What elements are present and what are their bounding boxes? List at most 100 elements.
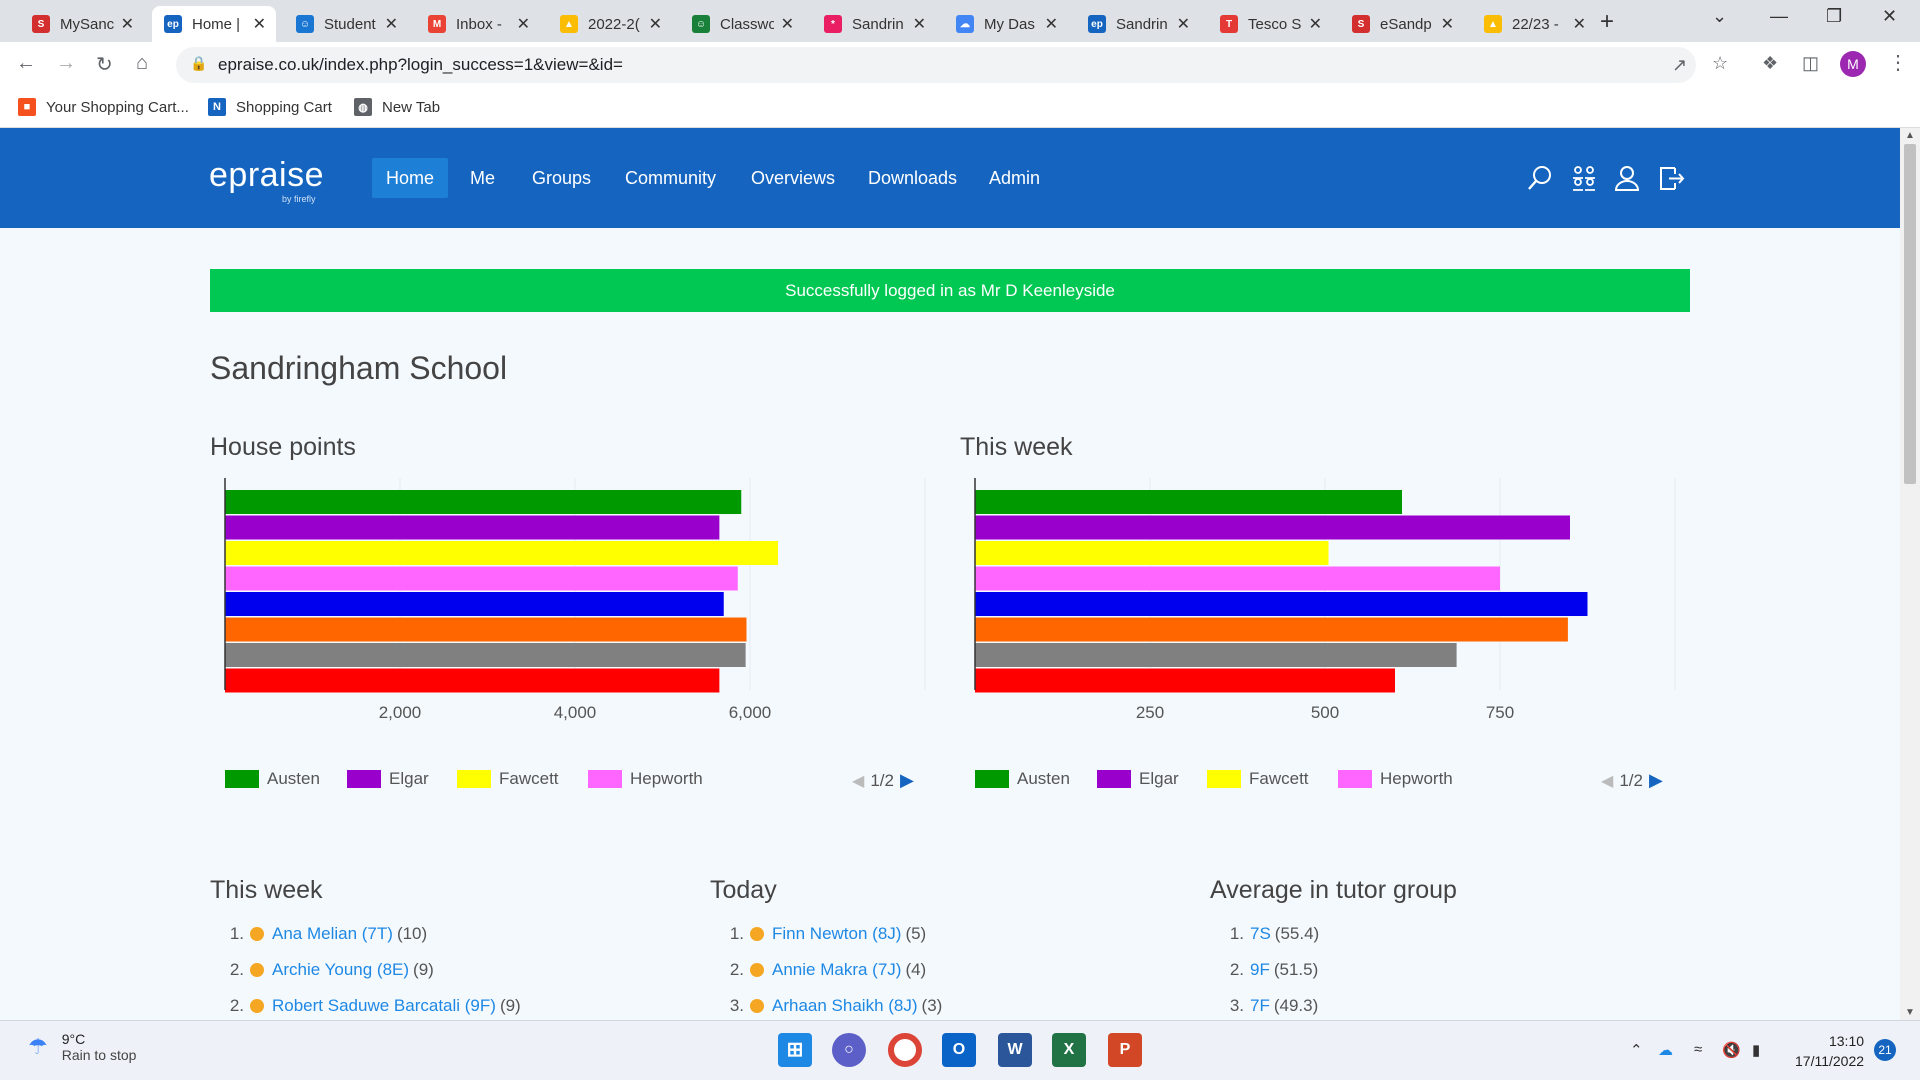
legend-item[interactable]: Hepworth: [1338, 769, 1453, 789]
browser-tab[interactable]: ☺ Student ✕: [284, 6, 408, 42]
bar[interactable]: [975, 541, 1329, 565]
bar[interactable]: [975, 490, 1402, 514]
legend-item[interactable]: Austen: [975, 769, 1070, 789]
battery-icon[interactable]: ▮: [1752, 1042, 1761, 1059]
nav-admin[interactable]: Admin: [989, 168, 1041, 188]
onedrive-icon[interactable]: ☁: [1658, 1042, 1673, 1059]
leaderboard-name-link[interactable]: 7F: [1250, 996, 1270, 1015]
legend-item[interactable]: Elgar: [347, 769, 429, 789]
tab-close-icon[interactable]: ✕: [648, 16, 662, 33]
bookmark-item[interactable]: ◍ New Tab: [354, 98, 440, 116]
nav-downloads[interactable]: Downloads: [868, 168, 958, 188]
nav-home[interactable]: Home: [372, 158, 449, 198]
leaderboard-name-link[interactable]: Robert Saduwe Barcatali (9F): [272, 996, 496, 1015]
volume-muted-icon[interactable]: 🔇: [1722, 1042, 1741, 1059]
browser-tab[interactable]: M Inbox - ✕: [416, 6, 540, 42]
tab-close-icon[interactable]: ✕: [1572, 16, 1586, 33]
home-icon[interactable]: ⌂: [136, 52, 149, 74]
bar[interactable]: [975, 592, 1588, 616]
search-icon[interactable]: [1526, 164, 1554, 192]
tab-close-icon[interactable]: ✕: [780, 16, 794, 33]
leaderboard-name-link[interactable]: 7S: [1250, 924, 1271, 943]
page-scrollbar[interactable]: ▲ ▼: [1900, 128, 1920, 1020]
leaderboard-name-link[interactable]: 9F: [1250, 960, 1270, 979]
nav-groups[interactable]: Groups: [532, 168, 592, 188]
start-menu-icon[interactable]: ⊞: [778, 1033, 812, 1067]
nav-overviews[interactable]: Overviews: [751, 168, 836, 188]
system-clock[interactable]: 13:10 17/11/2022: [1795, 1031, 1864, 1071]
teams-chat-icon[interactable]: ○: [832, 1033, 866, 1067]
bar[interactable]: [975, 566, 1500, 591]
tab-search-chevron-icon[interactable]: ⌄: [1712, 6, 1728, 26]
word-icon[interactable]: W: [998, 1033, 1032, 1067]
minimize-icon[interactable]: —: [1770, 6, 1788, 26]
epraise-logo[interactable]: epraise: [209, 156, 325, 194]
back-arrow-icon[interactable]: ←: [16, 52, 36, 74]
powerpoint-icon[interactable]: P: [1108, 1033, 1142, 1067]
bar[interactable]: [225, 668, 720, 693]
bar[interactable]: [975, 515, 1570, 540]
scroll-up-icon[interactable]: ▲: [1905, 130, 1915, 141]
lock-icon[interactable]: 🔒: [190, 55, 208, 71]
browser-tab[interactable]: S MySanc ✕: [20, 6, 144, 42]
legend-item[interactable]: Austen: [225, 769, 320, 789]
tab-close-icon[interactable]: ✕: [1176, 16, 1190, 33]
browser-tab[interactable]: ep Sandrin ✕: [1076, 6, 1200, 42]
browser-tab[interactable]: ☺ Classwo ✕: [680, 6, 804, 42]
wifi-icon[interactable]: ≈: [1694, 1041, 1703, 1058]
browser-tab[interactable]: ep Home | ✕: [152, 6, 276, 42]
tab-close-icon[interactable]: ✕: [252, 16, 266, 33]
browser-tab[interactable]: * Sandrin ✕: [812, 6, 936, 42]
tab-close-icon[interactable]: ✕: [1440, 16, 1454, 33]
leaderboard-name-link[interactable]: Archie Young (8E): [272, 960, 410, 979]
legend-item[interactable]: Hepworth: [588, 769, 703, 789]
user-icon[interactable]: [1613, 164, 1641, 192]
menu-kebab-icon[interactable]: ⋮: [1888, 52, 1908, 74]
tab-close-icon[interactable]: ✕: [912, 16, 926, 33]
bar[interactable]: [225, 541, 778, 565]
browser-tab[interactable]: ▲ 22/23 - ✕: [1472, 6, 1596, 42]
excel-icon[interactable]: X: [1052, 1033, 1086, 1067]
address-bar[interactable]: 🔒 epraise.co.uk/index.php?login_success=…: [176, 47, 1696, 83]
url-text[interactable]: epraise.co.uk/index.php?login_success=1&…: [218, 55, 623, 74]
profile-avatar[interactable]: M: [1840, 51, 1866, 77]
bar[interactable]: [975, 668, 1395, 693]
reload-icon[interactable]: ↻: [96, 54, 113, 76]
logout-icon[interactable]: [1657, 164, 1685, 192]
bar[interactable]: [225, 490, 742, 514]
previous-page-icon[interactable]: ◀: [852, 772, 865, 790]
leaderboard-name-link[interactable]: Ana Melian (7T): [272, 924, 393, 943]
tray-chevron-up-icon[interactable]: ⌃: [1630, 1042, 1643, 1059]
tab-close-icon[interactable]: ✕: [120, 16, 134, 33]
outlook-icon[interactable]: O: [942, 1033, 976, 1067]
bar[interactable]: [225, 515, 720, 540]
tab-close-icon[interactable]: ✕: [1044, 16, 1058, 33]
tab-close-icon[interactable]: ✕: [1308, 16, 1322, 33]
bar[interactable]: [975, 617, 1568, 642]
chrome-icon[interactable]: [888, 1033, 922, 1067]
bar[interactable]: [225, 643, 746, 667]
extensions-icon[interactable]: ❖: [1762, 53, 1779, 73]
bar[interactable]: [225, 592, 724, 616]
restore-icon[interactable]: ❐: [1826, 6, 1843, 26]
legend-item[interactable]: Fawcett: [457, 769, 559, 789]
bookmark-item[interactable]: N Shopping Cart: [208, 98, 332, 116]
next-page-icon[interactable]: ▶: [1648, 770, 1663, 790]
nav-community[interactable]: Community: [625, 168, 717, 188]
bookmark-item[interactable]: ■ Your Shopping Cart...: [18, 98, 189, 116]
forward-arrow-icon[interactable]: →: [56, 52, 76, 74]
legend-item[interactable]: Fawcett: [1207, 769, 1309, 789]
notification-count-badge[interactable]: 21: [1874, 1039, 1896, 1061]
nav-me[interactable]: Me: [470, 168, 496, 188]
next-page-icon[interactable]: ▶: [899, 770, 914, 790]
browser-tab[interactable]: T Tesco S ✕: [1208, 6, 1332, 42]
tab-close-icon[interactable]: ✕: [516, 16, 530, 33]
bookmark-star-icon[interactable]: ☆: [1712, 53, 1729, 73]
bar[interactable]: [225, 617, 747, 642]
tab-close-icon[interactable]: ✕: [384, 16, 398, 33]
new-tab-plus-icon[interactable]: +: [1600, 8, 1615, 35]
leaderboard-name-link[interactable]: Arhaan Shaikh (8J): [772, 996, 918, 1015]
leaderboard-name-link[interactable]: Finn Newton (8J): [772, 924, 902, 943]
bar[interactable]: [225, 566, 738, 591]
